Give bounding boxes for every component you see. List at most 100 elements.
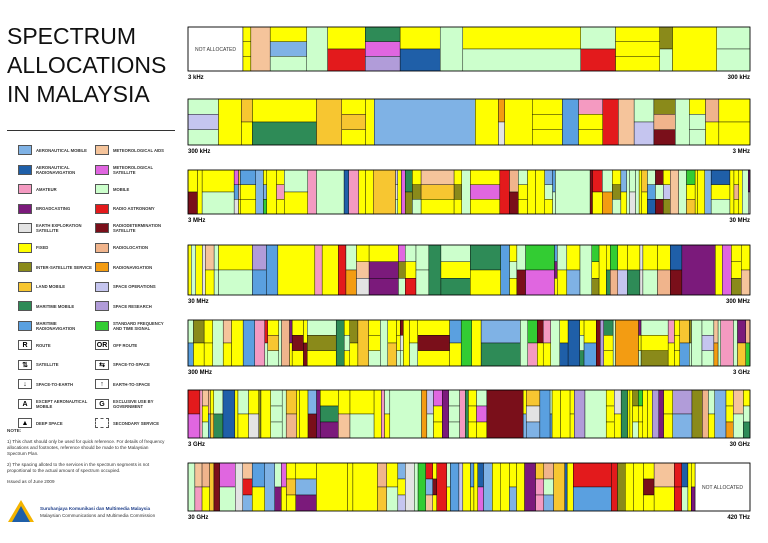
allocation-block xyxy=(307,389,317,415)
allocation-block xyxy=(358,169,366,215)
allocation-block xyxy=(425,462,433,480)
allocation-block xyxy=(459,389,466,439)
allocation-block xyxy=(433,389,443,407)
legend-swatch xyxy=(95,320,109,331)
allocation-block xyxy=(686,199,696,215)
allocation-block xyxy=(277,244,316,296)
band-start: 30 GHz xyxy=(188,515,208,521)
allocation-block xyxy=(551,389,561,439)
allocation-block xyxy=(341,114,366,130)
allocation-block xyxy=(743,421,751,439)
legend-label: SPACE-TO-EARTH xyxy=(36,381,74,387)
allocation-block xyxy=(492,462,501,512)
allocation-block xyxy=(535,478,545,496)
allocation-block xyxy=(542,342,551,367)
allocation-block xyxy=(209,462,215,512)
legend-swatch xyxy=(18,164,32,175)
allocation-block xyxy=(552,169,556,193)
allocation-block xyxy=(539,389,551,439)
allocation-block xyxy=(525,244,555,271)
allocation-block xyxy=(205,269,215,296)
allocation-block xyxy=(387,342,397,367)
allocation-block xyxy=(281,462,287,488)
legend-label: OFF ROUTE xyxy=(113,342,138,348)
allocation-block xyxy=(710,169,731,185)
allocation-block xyxy=(578,114,603,130)
allocation-block xyxy=(260,389,271,439)
allocation-block xyxy=(417,350,450,367)
band-start: 300 MHz xyxy=(188,370,212,376)
allocation-block xyxy=(274,462,282,488)
allocation-block xyxy=(291,335,304,351)
allocation-block xyxy=(267,335,279,351)
allocation-block xyxy=(543,478,554,496)
allocation-block xyxy=(652,389,660,439)
allocation-block xyxy=(610,269,618,296)
allocation-block xyxy=(202,244,206,296)
allocation-block xyxy=(713,319,719,344)
allocation-block xyxy=(285,413,297,439)
allocation-block xyxy=(674,319,680,336)
allocation-block xyxy=(440,244,471,262)
allocation-block xyxy=(295,462,317,480)
allocation-block xyxy=(499,169,510,215)
allocation-block xyxy=(235,462,244,512)
allocation-block xyxy=(219,462,236,488)
allocation-block xyxy=(446,462,451,488)
allocation-block xyxy=(615,319,639,367)
legend-label: AERONAUTICAL MOBILE xyxy=(36,147,87,153)
allocation-block xyxy=(218,269,253,296)
allocation-block xyxy=(397,494,406,512)
legend-swatch xyxy=(18,281,32,292)
allocation-block xyxy=(549,413,553,439)
allocation-block xyxy=(543,462,554,480)
allocation-block xyxy=(242,478,253,496)
allocation-block xyxy=(187,413,201,439)
allocation-block xyxy=(525,269,555,296)
allocation-block xyxy=(667,319,675,344)
legend-item: RADIONAVIGATION xyxy=(95,262,173,272)
allocation-block xyxy=(670,269,683,296)
allocation-block xyxy=(281,389,287,439)
allocation-block xyxy=(527,319,538,344)
allocation-block xyxy=(537,319,544,344)
allocation-block xyxy=(187,244,192,296)
legend-swatch xyxy=(95,281,109,292)
allocation-block xyxy=(205,244,215,271)
allocation-block xyxy=(705,121,720,146)
allocation-block xyxy=(579,244,592,296)
legend-item: SECONDARY SERVICE xyxy=(95,418,173,428)
allocation-block xyxy=(554,261,558,279)
allocation-block xyxy=(748,191,751,215)
allocation-block xyxy=(276,199,285,215)
allocation-block xyxy=(687,462,692,512)
allocation-block xyxy=(303,319,308,344)
allocation-block xyxy=(405,191,413,215)
allocation-block xyxy=(566,244,581,271)
allocation-block xyxy=(417,319,450,336)
allocation-block xyxy=(702,389,709,439)
allocation-block xyxy=(640,319,669,336)
legend-label: SECONDARY SERVICE xyxy=(113,420,159,426)
allocation-block xyxy=(670,169,679,215)
allocation-block xyxy=(270,421,283,439)
allocation-block xyxy=(745,319,751,344)
allocation-block xyxy=(374,98,476,146)
legend-swatch xyxy=(18,262,32,272)
note: 2) The spacing alloted to the services i… xyxy=(7,462,150,473)
allocation-block xyxy=(629,389,633,439)
publisher-name: Suruhanjaya Komunikasi dan Multimedia Ma… xyxy=(40,506,151,511)
allocation-block xyxy=(663,413,673,439)
legend-swatch xyxy=(18,203,32,214)
allocation-block xyxy=(480,342,521,367)
legend-item: ↑ EARTH-TO-SPACE xyxy=(95,379,173,389)
allocation-block xyxy=(194,462,203,488)
allocation-block xyxy=(349,342,359,367)
title-line: IN MALAYSIA xyxy=(7,81,150,107)
allocation-block xyxy=(263,169,267,185)
legend-label: SPACE OPERATIONS xyxy=(113,284,156,289)
allocation-block xyxy=(395,184,398,200)
allocation-block xyxy=(555,169,591,215)
allocation-block xyxy=(299,389,309,439)
allocation-block xyxy=(412,184,422,200)
